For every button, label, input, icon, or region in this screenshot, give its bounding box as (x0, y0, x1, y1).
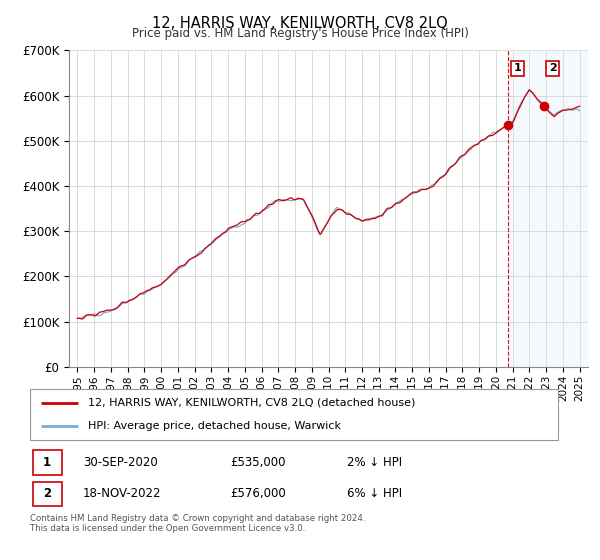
Text: 1: 1 (514, 63, 521, 73)
Bar (508, 50, 588, 367)
FancyBboxPatch shape (30, 389, 558, 440)
FancyBboxPatch shape (32, 482, 62, 506)
Text: 2: 2 (43, 487, 51, 501)
FancyBboxPatch shape (32, 450, 62, 475)
Text: 2% ↓ HPI: 2% ↓ HPI (347, 456, 402, 469)
Text: HPI: Average price, detached house, Warwick: HPI: Average price, detached house, Warw… (88, 421, 341, 431)
Text: Price paid vs. HM Land Registry's House Price Index (HPI): Price paid vs. HM Land Registry's House … (131, 27, 469, 40)
Text: £576,000: £576,000 (230, 487, 286, 501)
Text: 6% ↓ HPI: 6% ↓ HPI (347, 487, 402, 501)
Text: 12, HARRIS WAY, KENILWORTH, CV8 2LQ: 12, HARRIS WAY, KENILWORTH, CV8 2LQ (152, 16, 448, 31)
Text: 30-SEP-2020: 30-SEP-2020 (83, 456, 158, 469)
Text: 18-NOV-2022: 18-NOV-2022 (83, 487, 161, 501)
Text: 2: 2 (549, 63, 557, 73)
Text: £535,000: £535,000 (230, 456, 286, 469)
Text: 12, HARRIS WAY, KENILWORTH, CV8 2LQ (detached house): 12, HARRIS WAY, KENILWORTH, CV8 2LQ (det… (88, 398, 415, 408)
Text: Contains HM Land Registry data © Crown copyright and database right 2024.
This d: Contains HM Land Registry data © Crown c… (30, 514, 365, 534)
Text: 1: 1 (43, 456, 51, 469)
